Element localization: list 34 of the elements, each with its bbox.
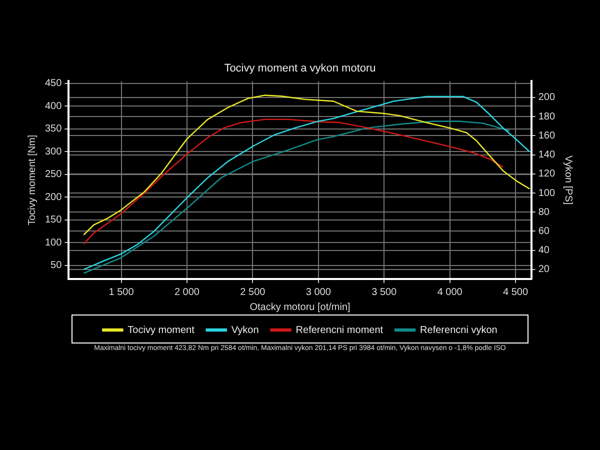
legend-label: Vykon — [231, 324, 259, 336]
y-tick-label: 200 — [44, 192, 62, 203]
y2-tick-label: 180 — [538, 111, 556, 122]
y2-tick-label: 80 — [538, 206, 550, 218]
y-axis-title: Tocivy moment [Nm] — [26, 134, 38, 226]
y-tick-label: 350 — [44, 124, 62, 135]
legend-label: Referencni moment — [296, 324, 384, 336]
y2-tick-label: 40 — [538, 245, 550, 256]
y2-tick-label: 20 — [538, 264, 550, 276]
y2-tick-label: 140 — [538, 150, 556, 161]
y2-tick-label: 200 — [538, 92, 556, 104]
y-tick-label: 250 — [44, 169, 62, 180]
x-axis-title: Otacky motoru [ot/min] — [250, 302, 351, 313]
x-tick-label: 1 500 — [108, 286, 134, 298]
y-tick-label: 100 — [44, 237, 62, 248]
legend-label: Tocivy moment — [128, 324, 195, 336]
y2-tick-label: 160 — [538, 130, 556, 142]
y-tick-label: 50 — [50, 260, 62, 272]
x-tick-label: 4 500 — [503, 286, 528, 298]
y-tick-label: 450 — [44, 78, 62, 90]
x-tick-label: 2 500 — [240, 286, 266, 298]
y2-axis-title: Vykon [PS] — [562, 156, 574, 205]
x-tick-label: 3 500 — [372, 286, 398, 298]
x-tick-label: 3 000 — [306, 286, 332, 298]
chart-title: Tocivy moment a vykon motoru — [224, 62, 376, 75]
y-tick-label: 300 — [44, 146, 62, 158]
y-tick-label: 150 — [44, 214, 62, 226]
y2-tick-label: 60 — [538, 226, 550, 237]
y2-tick-label: 120 — [538, 168, 556, 180]
x-tick-label: 2 000 — [174, 286, 200, 298]
x-tick-label: 4 000 — [437, 286, 463, 298]
y-tick-label: 400 — [44, 100, 62, 112]
y2-tick-label: 100 — [538, 188, 556, 199]
legend-label: Referencni vykon — [420, 324, 498, 336]
